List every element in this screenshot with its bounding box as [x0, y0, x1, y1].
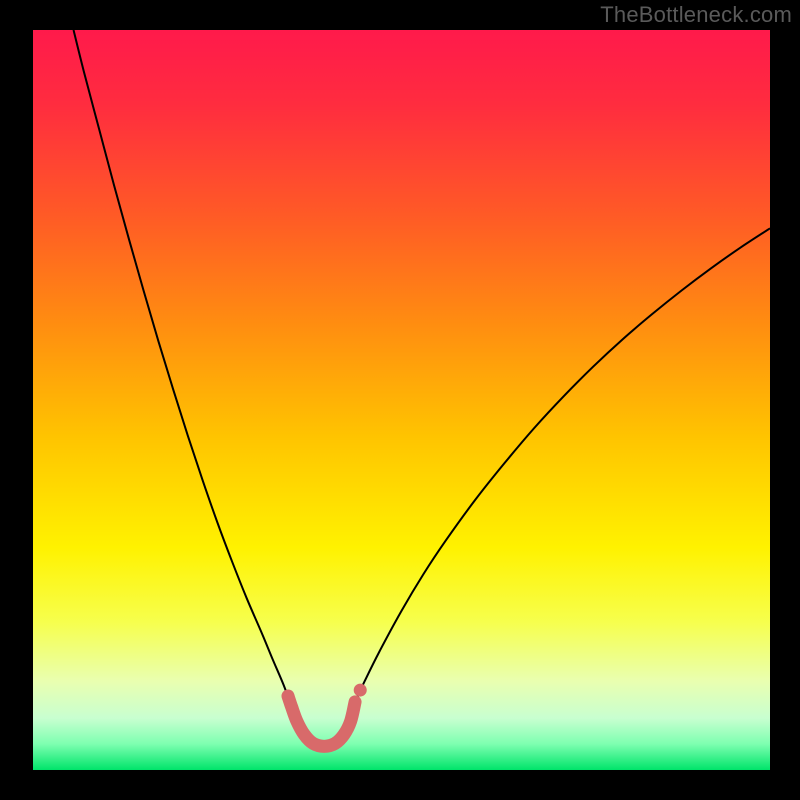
valley-dot — [354, 684, 367, 697]
outer-frame: TheBottleneck.com — [0, 0, 800, 800]
plot-bg-gradient — [33, 30, 770, 770]
watermark-text: TheBottleneck.com — [600, 2, 792, 28]
bottleneck-chart — [0, 0, 800, 800]
